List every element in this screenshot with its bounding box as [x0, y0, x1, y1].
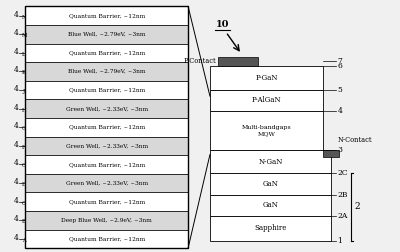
Text: P-Contact: P-Contact — [183, 57, 216, 66]
Text: 4: 4 — [14, 160, 18, 167]
Text: 2: 2 — [355, 203, 360, 211]
Text: C: C — [22, 164, 26, 168]
Text: 2A: 2A — [338, 212, 348, 220]
FancyBboxPatch shape — [25, 118, 188, 137]
Text: GaN: GaN — [262, 180, 278, 188]
FancyBboxPatch shape — [25, 174, 188, 192]
Text: Green Well, ~2.33eV, ~3nm: Green Well, ~2.33eV, ~3nm — [66, 143, 148, 148]
FancyBboxPatch shape — [25, 25, 188, 44]
Text: F: F — [22, 145, 26, 150]
FancyBboxPatch shape — [218, 57, 258, 66]
Text: 4: 4 — [14, 141, 18, 149]
Text: 4: 4 — [14, 29, 18, 37]
Text: 4: 4 — [338, 107, 342, 115]
Text: 4: 4 — [14, 104, 18, 112]
Text: 5: 5 — [338, 86, 342, 94]
Text: Quantum Barrier, ~12nm: Quantum Barrier, ~12nm — [68, 236, 145, 241]
FancyBboxPatch shape — [25, 192, 188, 211]
Text: K: K — [22, 71, 26, 75]
Text: 7: 7 — [338, 57, 342, 66]
FancyBboxPatch shape — [323, 150, 339, 157]
FancyBboxPatch shape — [25, 44, 188, 62]
FancyBboxPatch shape — [25, 81, 188, 99]
Text: D: D — [22, 182, 26, 187]
Text: 2B: 2B — [338, 191, 348, 199]
Text: 4: 4 — [14, 122, 18, 130]
Text: Quantum Barrier, ~12nm: Quantum Barrier, ~12nm — [68, 13, 145, 18]
FancyBboxPatch shape — [210, 111, 323, 150]
Text: Quantum Barrier, ~12nm: Quantum Barrier, ~12nm — [68, 50, 145, 55]
Text: N-GaN: N-GaN — [258, 158, 283, 166]
FancyBboxPatch shape — [25, 62, 188, 81]
FancyBboxPatch shape — [210, 195, 331, 216]
Text: 4: 4 — [14, 67, 18, 74]
Text: C: C — [22, 201, 26, 206]
Text: 2C: 2C — [338, 169, 348, 177]
FancyBboxPatch shape — [210, 66, 323, 90]
Text: GaN: GaN — [262, 201, 278, 209]
Text: Blue Well, ~2.79eV, ~3nm: Blue Well, ~2.79eV, ~3nm — [68, 69, 146, 74]
Text: Quantum Barrier, ~12nm: Quantum Barrier, ~12nm — [68, 125, 145, 130]
Text: 4: 4 — [14, 178, 18, 186]
Text: A: A — [22, 238, 26, 243]
FancyBboxPatch shape — [25, 230, 188, 248]
FancyBboxPatch shape — [210, 150, 331, 173]
FancyBboxPatch shape — [210, 216, 331, 241]
Text: M: M — [22, 33, 28, 38]
Text: Green Well, ~2.33eV, ~3nm: Green Well, ~2.33eV, ~3nm — [66, 106, 148, 111]
Text: 4: 4 — [14, 215, 18, 223]
Text: 4: 4 — [14, 11, 18, 19]
FancyBboxPatch shape — [210, 90, 323, 111]
Text: L: L — [22, 52, 26, 57]
FancyBboxPatch shape — [25, 137, 188, 155]
Text: 10: 10 — [216, 20, 229, 29]
Text: Deep Blue Well, ~2.9eV, ~3nm: Deep Blue Well, ~2.9eV, ~3nm — [61, 218, 152, 223]
Text: 1: 1 — [338, 237, 342, 245]
Text: Quantum Barrier, ~12nm: Quantum Barrier, ~12nm — [68, 199, 145, 204]
Text: P-AlGaN: P-AlGaN — [252, 97, 281, 105]
FancyBboxPatch shape — [25, 6, 188, 25]
Text: 4: 4 — [14, 48, 18, 56]
FancyBboxPatch shape — [25, 99, 188, 118]
FancyBboxPatch shape — [25, 155, 188, 174]
Text: 4: 4 — [14, 85, 18, 93]
Text: Quantum Barrier, ~12nm: Quantum Barrier, ~12nm — [68, 87, 145, 92]
Text: 4: 4 — [14, 197, 18, 205]
Text: Blue Well, ~2.79eV, ~3nm: Blue Well, ~2.79eV, ~3nm — [68, 32, 146, 37]
FancyBboxPatch shape — [25, 211, 188, 230]
Text: G: G — [22, 126, 26, 131]
Text: N: N — [22, 15, 27, 20]
Text: J: J — [22, 89, 24, 94]
Text: B: B — [22, 219, 26, 224]
Text: 3: 3 — [338, 146, 342, 154]
Text: 6: 6 — [338, 62, 342, 70]
FancyBboxPatch shape — [210, 173, 331, 195]
Text: P-GaN: P-GaN — [255, 74, 278, 82]
Text: Sapphire: Sapphire — [254, 224, 287, 232]
Text: Multi-bandgaps
MQW: Multi-bandgaps MQW — [242, 125, 292, 136]
Text: Green Well, ~2.33eV, ~3nm: Green Well, ~2.33eV, ~3nm — [66, 180, 148, 185]
Text: N-Contact: N-Contact — [338, 136, 372, 144]
Text: 4: 4 — [14, 234, 18, 242]
Text: H: H — [22, 108, 27, 113]
Text: Quantum Barrier, ~12nm: Quantum Barrier, ~12nm — [68, 162, 145, 167]
